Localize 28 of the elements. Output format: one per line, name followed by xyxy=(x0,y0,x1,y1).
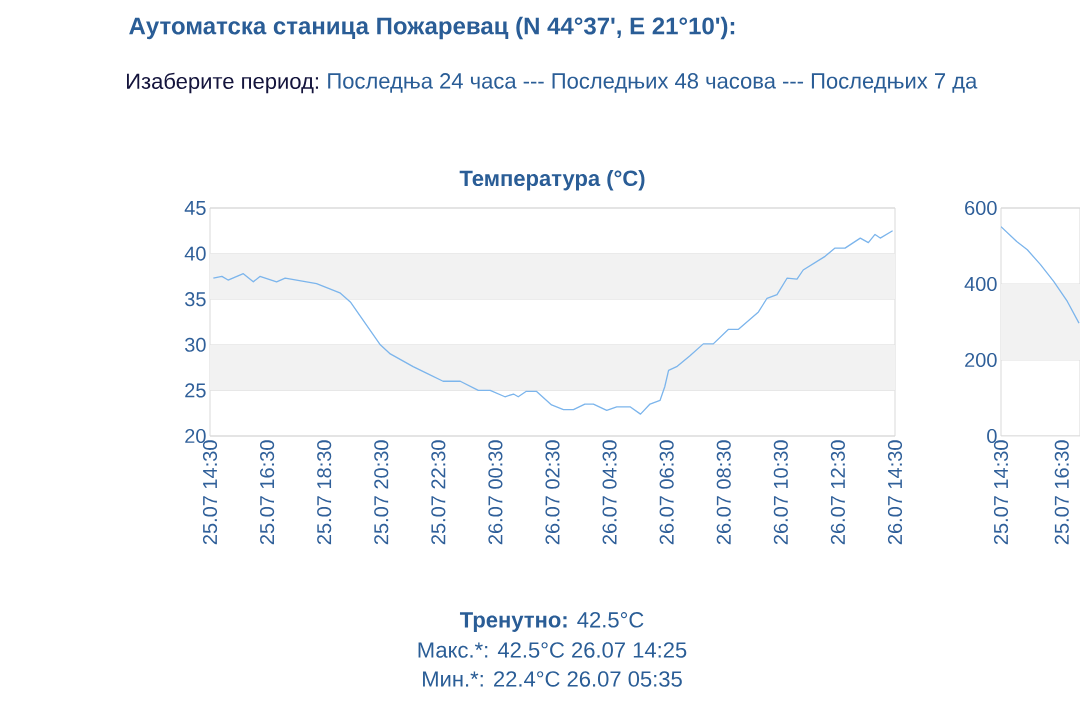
y-tick-label: 45 xyxy=(184,201,206,215)
y-tick-label: 30 xyxy=(185,337,206,352)
y-tick-label: 40 xyxy=(184,246,206,261)
x-tick-label: 26.07 08:30 xyxy=(716,440,731,545)
chart-title: Температура (°C) xyxy=(459,169,645,191)
y-tick-label: 400 xyxy=(964,276,997,292)
x-tick-label: 26.07 04:30 xyxy=(602,440,617,545)
x-tick-label: 26.07 00:30 xyxy=(488,440,503,545)
text: Изаберите период: xyxy=(127,72,319,94)
x-tick-label: 25.07 16:30 xyxy=(1054,440,1069,545)
text: Аутоматска станица Пожаревац (N 44°37', E 21°10'): xyxy=(129,16,735,40)
x-tick-label: 26.07 10:30 xyxy=(773,440,788,545)
y-tick-label: 25 xyxy=(185,383,206,398)
text: Макс.*: 42.5°C 26.07 14:25 xyxy=(418,642,687,658)
x-tick-label: 26.07 06:30 xyxy=(659,440,674,545)
y-tick-label: 600 xyxy=(965,200,997,216)
x-tick-label: 26.07 12:30 xyxy=(830,440,845,545)
text: Последња 24 часа --- Последњих 48 часова --- Последњих 7 да xyxy=(328,73,978,93)
x-tick-label: 26.07 14:30 xyxy=(887,440,903,545)
x-tick-label: 25.07 16:30 xyxy=(260,440,275,545)
text: Тренутно: 42.5°C xyxy=(459,612,644,632)
x-tick-label: 25.07 20:30 xyxy=(374,440,389,545)
y-tick-label: 35 xyxy=(185,292,206,307)
x-tick-label: 25.07 22:30 xyxy=(431,440,446,545)
x-tick-label: 26.07 02:30 xyxy=(545,440,560,545)
x-tick-label: 25.07 18:30 xyxy=(317,440,332,545)
y-tick-label: 200 xyxy=(965,352,997,368)
text: Мин.*: 22.4°C 26.07 05:35 xyxy=(423,671,682,687)
